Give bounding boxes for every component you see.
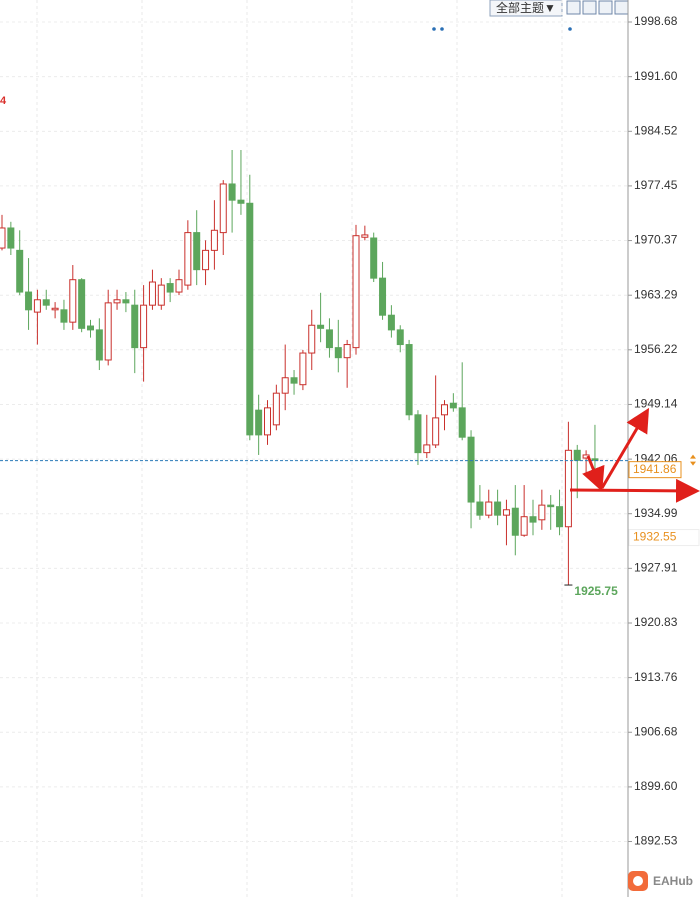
candle-body — [131, 304, 139, 349]
candle-body — [414, 414, 422, 454]
candle-body — [441, 404, 448, 416]
y-tick-label: 1906.68 — [634, 724, 678, 738]
candle-body — [405, 344, 413, 416]
candle-body — [591, 458, 599, 461]
candle-body — [166, 283, 174, 293]
candle-body — [317, 324, 325, 329]
candle-body — [95, 329, 103, 361]
candle-body — [272, 392, 280, 426]
candle-body — [148, 281, 156, 306]
y-tick-label: 1963.29 — [634, 287, 678, 301]
candle-body — [547, 504, 555, 508]
candle-body — [69, 279, 77, 323]
candle-body — [7, 227, 15, 249]
candle-body — [0, 227, 6, 249]
candle-body — [529, 516, 537, 523]
y-tick-label: 1920.83 — [634, 615, 678, 629]
candle-body — [237, 199, 245, 204]
candle-body — [140, 304, 148, 349]
candle-body — [219, 183, 227, 234]
candle-body — [432, 417, 440, 446]
candle-body — [78, 279, 86, 329]
candle-body — [423, 444, 431, 454]
annotation-arrows — [569, 407, 700, 503]
price-tag-arrow — [690, 454, 696, 466]
candle-body — [60, 309, 68, 323]
y-tick-label: 1913.76 — [634, 670, 678, 684]
candle-body — [175, 279, 183, 293]
candle-body — [370, 237, 378, 279]
candle-body — [538, 504, 546, 521]
y-tick-label: 1892.53 — [634, 834, 678, 848]
theme-button-label[interactable]: 全部主题▼ — [496, 0, 556, 15]
price-tag-box — [628, 461, 682, 479]
candle-body — [33, 299, 41, 313]
candle-body — [87, 325, 94, 331]
y-tick-label: 1949.14 — [634, 397, 678, 411]
candle-body — [113, 299, 121, 304]
candle-body — [264, 407, 271, 436]
candle-body — [25, 291, 33, 311]
candle-body — [210, 229, 218, 251]
candle-body — [228, 183, 236, 201]
candle-body — [16, 249, 24, 293]
candle-body — [573, 449, 581, 461]
candle-body — [476, 501, 484, 516]
left-label: 4 — [0, 95, 7, 107]
candle-body — [325, 329, 333, 349]
candle-body — [281, 377, 289, 394]
candle-body — [396, 329, 404, 346]
y-tick-label: 1984.52 — [634, 123, 678, 137]
markers — [432, 27, 572, 31]
candle-body — [42, 299, 50, 306]
candle-body — [485, 501, 493, 516]
y-tick-label: 1899.60 — [634, 779, 678, 793]
y-tick-label: 1934.99 — [634, 506, 678, 520]
candle-body — [352, 235, 360, 349]
candle-body — [520, 516, 528, 536]
toolbar-icons[interactable] — [566, 0, 629, 15]
watermark: EAHub — [653, 874, 693, 888]
candle-body — [104, 302, 112, 361]
candle-body — [502, 509, 510, 516]
price-tag: 1941.86 — [633, 462, 677, 476]
candle-body — [51, 307, 59, 311]
y-tick-label: 1991.60 — [634, 69, 678, 83]
candle-body — [511, 507, 519, 536]
candle-body — [458, 407, 466, 438]
candle-body — [467, 436, 475, 503]
candle-body — [334, 347, 342, 359]
y-tick-label: 1956.22 — [634, 342, 678, 356]
candle-body — [255, 409, 263, 436]
candle-body — [290, 377, 298, 384]
candle-body — [193, 232, 201, 271]
y-tick-label: 1927.91 — [634, 561, 678, 575]
low-label: 1925.75 — [574, 584, 618, 598]
y-tick-label: 1998.68 — [634, 14, 678, 28]
price-tag-2: 1932.55 — [633, 530, 677, 544]
candle-body — [157, 284, 165, 306]
candle-body — [343, 344, 351, 359]
candle-body — [246, 202, 254, 436]
candle-body — [299, 352, 307, 386]
candle-body — [202, 249, 210, 271]
v-grid — [36, 0, 563, 897]
candle-body — [387, 314, 395, 331]
watermark-icon — [628, 871, 648, 891]
candle-body — [449, 402, 457, 409]
y-tick-label: 1977.45 — [634, 178, 678, 192]
candle-body — [379, 277, 387, 316]
price-tag-2-box — [628, 529, 700, 547]
candle-body — [184, 232, 192, 286]
candle-body — [361, 234, 369, 238]
candle-body — [308, 324, 316, 354]
candle-body — [556, 506, 564, 528]
candle-body — [494, 501, 502, 516]
candle-body — [122, 299, 130, 304]
y-tick-label: 1970.37 — [634, 233, 678, 247]
